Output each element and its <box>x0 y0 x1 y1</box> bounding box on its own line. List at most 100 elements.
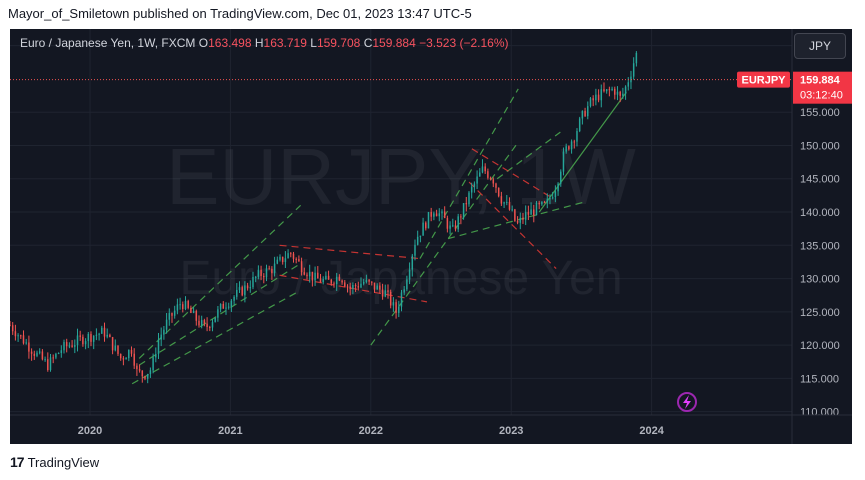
candle-body <box>325 275 327 280</box>
candle-body <box>287 253 289 259</box>
candle-body <box>87 333 90 342</box>
y-tick-label: 140.000 <box>800 207 840 219</box>
candle-body <box>206 323 208 327</box>
flash-icon <box>677 392 697 412</box>
candle-body <box>408 269 411 280</box>
candle-body <box>92 335 95 342</box>
candle-body <box>163 329 165 335</box>
candle-body <box>600 89 603 101</box>
candle-body <box>198 320 200 326</box>
price-tag-value: 159.884 <box>800 75 841 87</box>
candle-body <box>476 176 478 184</box>
candle-body <box>30 351 33 354</box>
candle-body <box>616 91 619 95</box>
candle-body <box>82 336 84 345</box>
candle-body <box>470 186 473 193</box>
candle-body <box>101 327 103 334</box>
y-tick-label: 135.000 <box>800 240 840 252</box>
candle-body <box>330 279 333 284</box>
flash-icon-bolt <box>683 395 691 409</box>
candle-body <box>79 335 81 337</box>
candle-body <box>68 345 71 347</box>
candle-body <box>562 151 565 172</box>
candle-body <box>173 310 176 316</box>
candle-body <box>508 201 511 210</box>
candle-body <box>284 258 287 263</box>
candle-body <box>460 216 462 218</box>
candle-body <box>254 276 257 278</box>
candle-body <box>25 342 27 344</box>
tradingview-logo-icon: 17 <box>10 454 25 470</box>
currency-button[interactable]: JPY <box>794 33 846 59</box>
candle-body <box>327 275 330 280</box>
candle-body <box>454 225 457 230</box>
candle-body <box>379 285 381 290</box>
candle-body <box>384 290 387 297</box>
candle-body <box>441 211 443 214</box>
candle-body <box>381 289 384 297</box>
candle-body <box>227 306 230 308</box>
candle-body <box>406 279 408 290</box>
candle-body <box>122 358 125 360</box>
candle-body <box>489 177 492 180</box>
symbol-tag <box>737 71 790 88</box>
y-tick-label: 125.000 <box>800 307 840 319</box>
chart-panel[interactable]: EURJPY, 1W Euro / Japanese Yen 110.000 115.… <box>10 29 852 444</box>
candle-body <box>530 209 532 215</box>
price-tag <box>793 71 852 104</box>
candle-body <box>300 261 303 273</box>
trendline-green <box>138 264 299 366</box>
candle-body <box>362 281 365 284</box>
candle-body <box>422 222 424 236</box>
y-tick-label: 145.000 <box>800 174 840 186</box>
candle-body <box>128 349 130 359</box>
candle-body <box>20 335 22 337</box>
candle-body <box>184 300 187 310</box>
candle-body <box>55 353 57 358</box>
candle-body <box>468 192 470 205</box>
open-value: 163.498 <box>208 36 252 50</box>
tradingview-footer[interactable]: 17 TradingView <box>10 454 99 470</box>
candle-body <box>371 281 373 283</box>
candle-body <box>65 342 68 347</box>
candle-body <box>279 256 281 260</box>
candle-body <box>182 304 184 310</box>
candle-body <box>74 345 76 347</box>
candle-body <box>265 268 268 278</box>
candle-body <box>306 274 308 277</box>
price-countdown: 03:12:40 <box>800 90 843 102</box>
candle-body <box>106 334 108 337</box>
candle-body <box>98 333 100 335</box>
candle-body <box>109 334 111 338</box>
candle-body <box>346 286 349 288</box>
candle-body <box>554 191 557 198</box>
candle-body <box>63 342 65 351</box>
candle-body <box>414 244 416 256</box>
candle-body <box>438 213 441 217</box>
trendline-red <box>471 148 554 200</box>
candle-body <box>36 352 38 356</box>
symbol-title[interactable]: Euro / Japanese Yen, 1W, FXCM <box>20 36 196 50</box>
candle-body <box>71 345 73 347</box>
candle-body <box>233 296 235 301</box>
trendline-green <box>419 88 519 259</box>
candle-body <box>522 217 524 220</box>
candle-body <box>141 370 144 377</box>
candle-body <box>190 307 192 313</box>
candle-body <box>573 141 576 143</box>
candle-body <box>276 259 279 264</box>
candle-body <box>387 290 389 292</box>
trendline-green <box>138 204 302 359</box>
candle-body <box>578 118 581 132</box>
candle-body <box>230 300 233 307</box>
candle-body <box>290 253 292 255</box>
candle-body <box>360 283 362 288</box>
watermark-ticker: EURJPY, 1W <box>166 132 636 221</box>
candle-body <box>632 63 635 77</box>
candle-body <box>430 212 432 217</box>
candle-body <box>344 282 346 287</box>
candle-body <box>462 203 465 218</box>
candle-body <box>352 285 354 289</box>
candle-body <box>244 285 246 296</box>
